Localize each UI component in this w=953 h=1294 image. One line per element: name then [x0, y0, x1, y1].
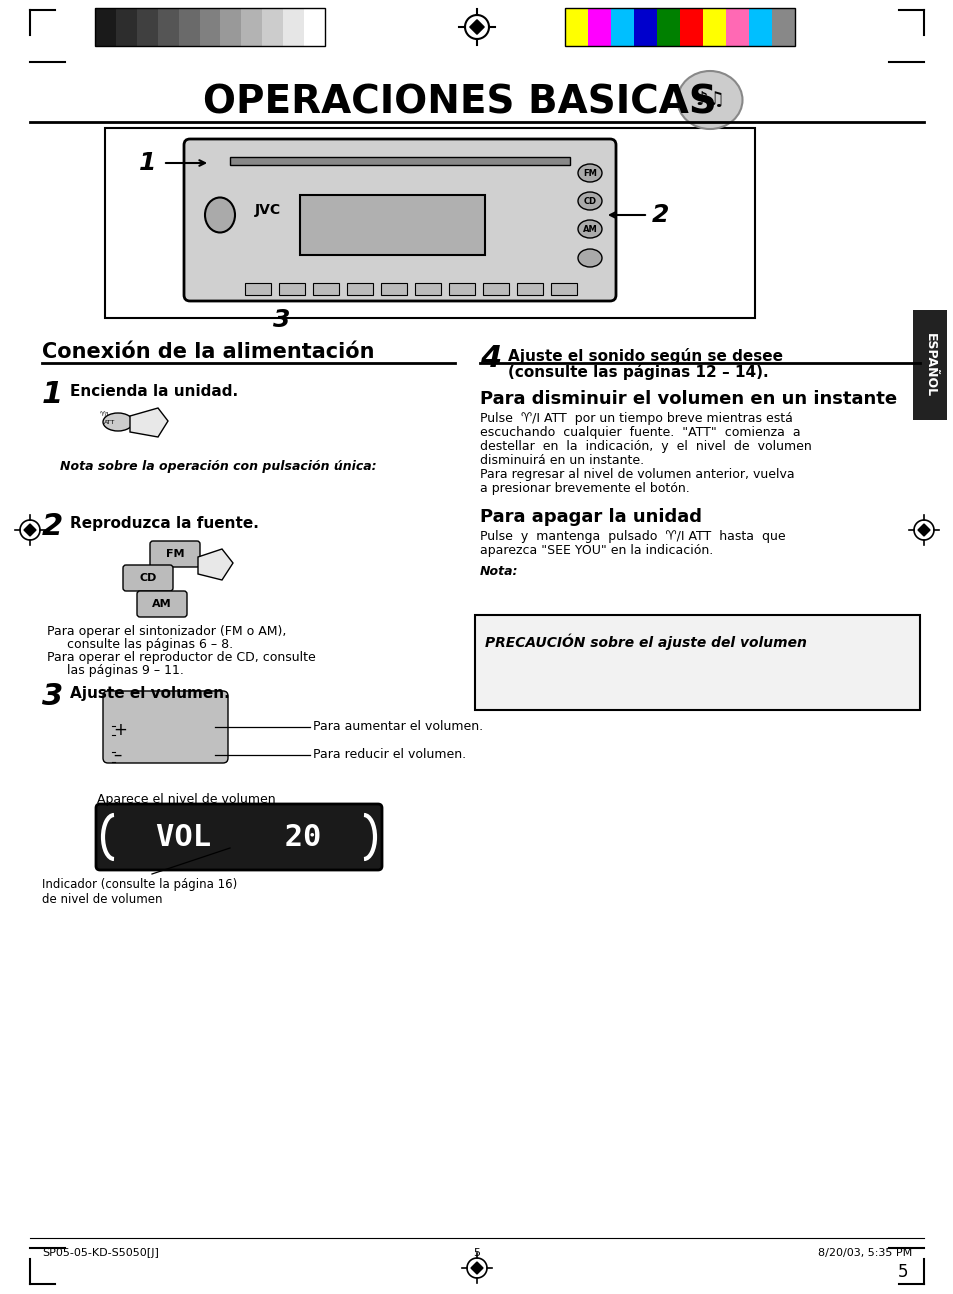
Bar	[241, 8, 262, 47]
Text: (consulte las páginas 12 – 14).: (consulte las páginas 12 – 14).	[507, 364, 768, 380]
Text: ATT: ATT	[104, 419, 115, 424]
Polygon shape	[198, 549, 233, 580]
Bar	[199, 8, 220, 47]
Bar	[564, 8, 794, 47]
Text: Para operar el sintonizador (FM o AM),: Para operar el sintonizador (FM o AM),	[47, 625, 286, 638]
Bar	[475, 615, 919, 710]
Text: JVC: JVC	[254, 203, 281, 217]
Bar	[178, 8, 199, 47]
Text: ♪♫: ♪♫	[695, 91, 724, 110]
Bar	[657, 8, 679, 47]
Text: PRECAUCIÓN sobre el ajuste del volumen: PRECAUCIÓN sobre el ajuste del volumen	[484, 633, 806, 650]
Text: destellar  en  la  indicación,  y  el  nivel  de  volumen: destellar en la indicación, y el nivel d…	[479, 440, 811, 453]
Text: Para regresar al nivel de volumen anterior, vuelva: Para regresar al nivel de volumen anteri…	[479, 468, 794, 481]
Bar	[415, 283, 440, 295]
FancyBboxPatch shape	[103, 691, 228, 763]
Text: Para aumentar el volumen.: Para aumentar el volumen.	[313, 721, 482, 734]
Text: las páginas 9 – 11.: las páginas 9 – 11.	[67, 664, 184, 677]
Bar	[551, 283, 577, 295]
Ellipse shape	[103, 413, 132, 431]
Text: CD: CD	[139, 573, 156, 584]
Text: AM: AM	[152, 599, 172, 609]
Polygon shape	[24, 524, 36, 536]
Bar	[245, 283, 271, 295]
Text: ♈/I: ♈/I	[100, 413, 110, 418]
Ellipse shape	[578, 248, 601, 267]
Text: Nota sobre la operación con pulsación única:: Nota sobre la operación con pulsación ún…	[60, 459, 376, 474]
Text: Para reducir el volumen.: Para reducir el volumen.	[313, 748, 466, 761]
Text: FM: FM	[166, 549, 184, 559]
Text: 2: 2	[651, 203, 668, 226]
Text: Pulse  y  mantenga  pulsado  ♈/I ATT  hasta  que: Pulse y mantenga pulsado ♈/I ATT hasta q…	[479, 531, 785, 543]
Bar	[136, 8, 157, 47]
Bar	[748, 8, 771, 47]
Ellipse shape	[205, 198, 234, 233]
Text: 3: 3	[42, 682, 63, 710]
Text: 5: 5	[897, 1263, 907, 1281]
Bar	[115, 8, 136, 47]
Text: escuchando  cualquier  fuente.  "ATT"  comienza  a: escuchando cualquier fuente. "ATT" comie…	[479, 426, 800, 439]
Polygon shape	[130, 408, 168, 437]
Bar	[347, 283, 373, 295]
Text: consulte las páginas 6 – 8.: consulte las páginas 6 – 8.	[67, 638, 233, 651]
Text: ESPAÑOL: ESPAÑOL	[923, 333, 936, 397]
Text: –: –	[112, 747, 121, 763]
Polygon shape	[471, 1262, 482, 1275]
Text: 4: 4	[479, 344, 500, 373]
Text: AM: AM	[582, 224, 597, 233]
Text: Ajuste el volumen.: Ajuste el volumen.	[70, 686, 230, 701]
Text: +: +	[112, 721, 127, 739]
Text: 5: 5	[473, 1247, 480, 1258]
Text: Para apagar la unidad: Para apagar la unidad	[479, 509, 701, 525]
Ellipse shape	[677, 71, 741, 129]
Bar	[220, 8, 241, 47]
Polygon shape	[917, 524, 929, 536]
Bar	[771, 8, 794, 47]
Text: OPERACIONES BASICAS: OPERACIONES BASICAS	[203, 84, 717, 122]
Ellipse shape	[578, 164, 601, 182]
Text: Para disminuir el volumen en un instante: Para disminuir el volumen en un instante	[479, 389, 896, 408]
Bar	[95, 8, 115, 47]
Text: VOL    20: VOL 20	[156, 823, 321, 851]
Ellipse shape	[578, 220, 601, 238]
Bar	[634, 8, 657, 47]
Text: 3: 3	[273, 308, 291, 333]
Text: FM: FM	[582, 168, 597, 177]
Text: aparezca "SEE YOU" en la indicación.: aparezca "SEE YOU" en la indicación.	[479, 543, 713, 556]
Bar	[262, 8, 283, 47]
Ellipse shape	[578, 192, 601, 210]
Text: a presionar brevemente el botón.: a presionar brevemente el botón.	[479, 481, 689, 496]
Text: 1: 1	[139, 151, 156, 175]
Text: 2: 2	[42, 512, 63, 541]
FancyBboxPatch shape	[137, 591, 187, 617]
Polygon shape	[469, 19, 484, 34]
Text: 8/20/03, 5:35 PM: 8/20/03, 5:35 PM	[817, 1247, 911, 1258]
Bar	[610, 8, 634, 47]
FancyBboxPatch shape	[150, 541, 200, 567]
Bar	[313, 283, 338, 295]
FancyBboxPatch shape	[96, 804, 381, 870]
Bar	[157, 8, 178, 47]
Bar	[482, 283, 509, 295]
Bar	[517, 283, 542, 295]
Text: Pulse  ♈/I ATT  por un tiempo breve mientras está: Pulse ♈/I ATT por un tiempo breve mientr…	[479, 411, 792, 424]
Bar	[95, 8, 325, 47]
Bar	[304, 8, 325, 47]
Bar	[679, 8, 702, 47]
Text: Para operar el reproductor de CD, consulte: Para operar el reproductor de CD, consul…	[47, 651, 315, 664]
Bar	[299, 195, 484, 255]
Text: Encienda la unidad.: Encienda la unidad.	[70, 384, 238, 399]
FancyBboxPatch shape	[184, 138, 616, 302]
Bar	[912, 311, 946, 421]
Bar	[105, 128, 754, 318]
Text: CD: CD	[583, 197, 596, 206]
Bar	[278, 283, 305, 295]
Bar	[725, 8, 748, 47]
Text: SP05-05-KD-S5050[J]: SP05-05-KD-S5050[J]	[42, 1247, 159, 1258]
Text: Nota:: Nota:	[479, 565, 518, 578]
Bar	[230, 157, 569, 166]
FancyBboxPatch shape	[123, 565, 172, 591]
Bar	[380, 283, 407, 295]
Text: Indicador (consulte la página 16)
de nivel de volumen: Indicador (consulte la página 16) de niv…	[42, 879, 237, 906]
Bar	[449, 283, 475, 295]
